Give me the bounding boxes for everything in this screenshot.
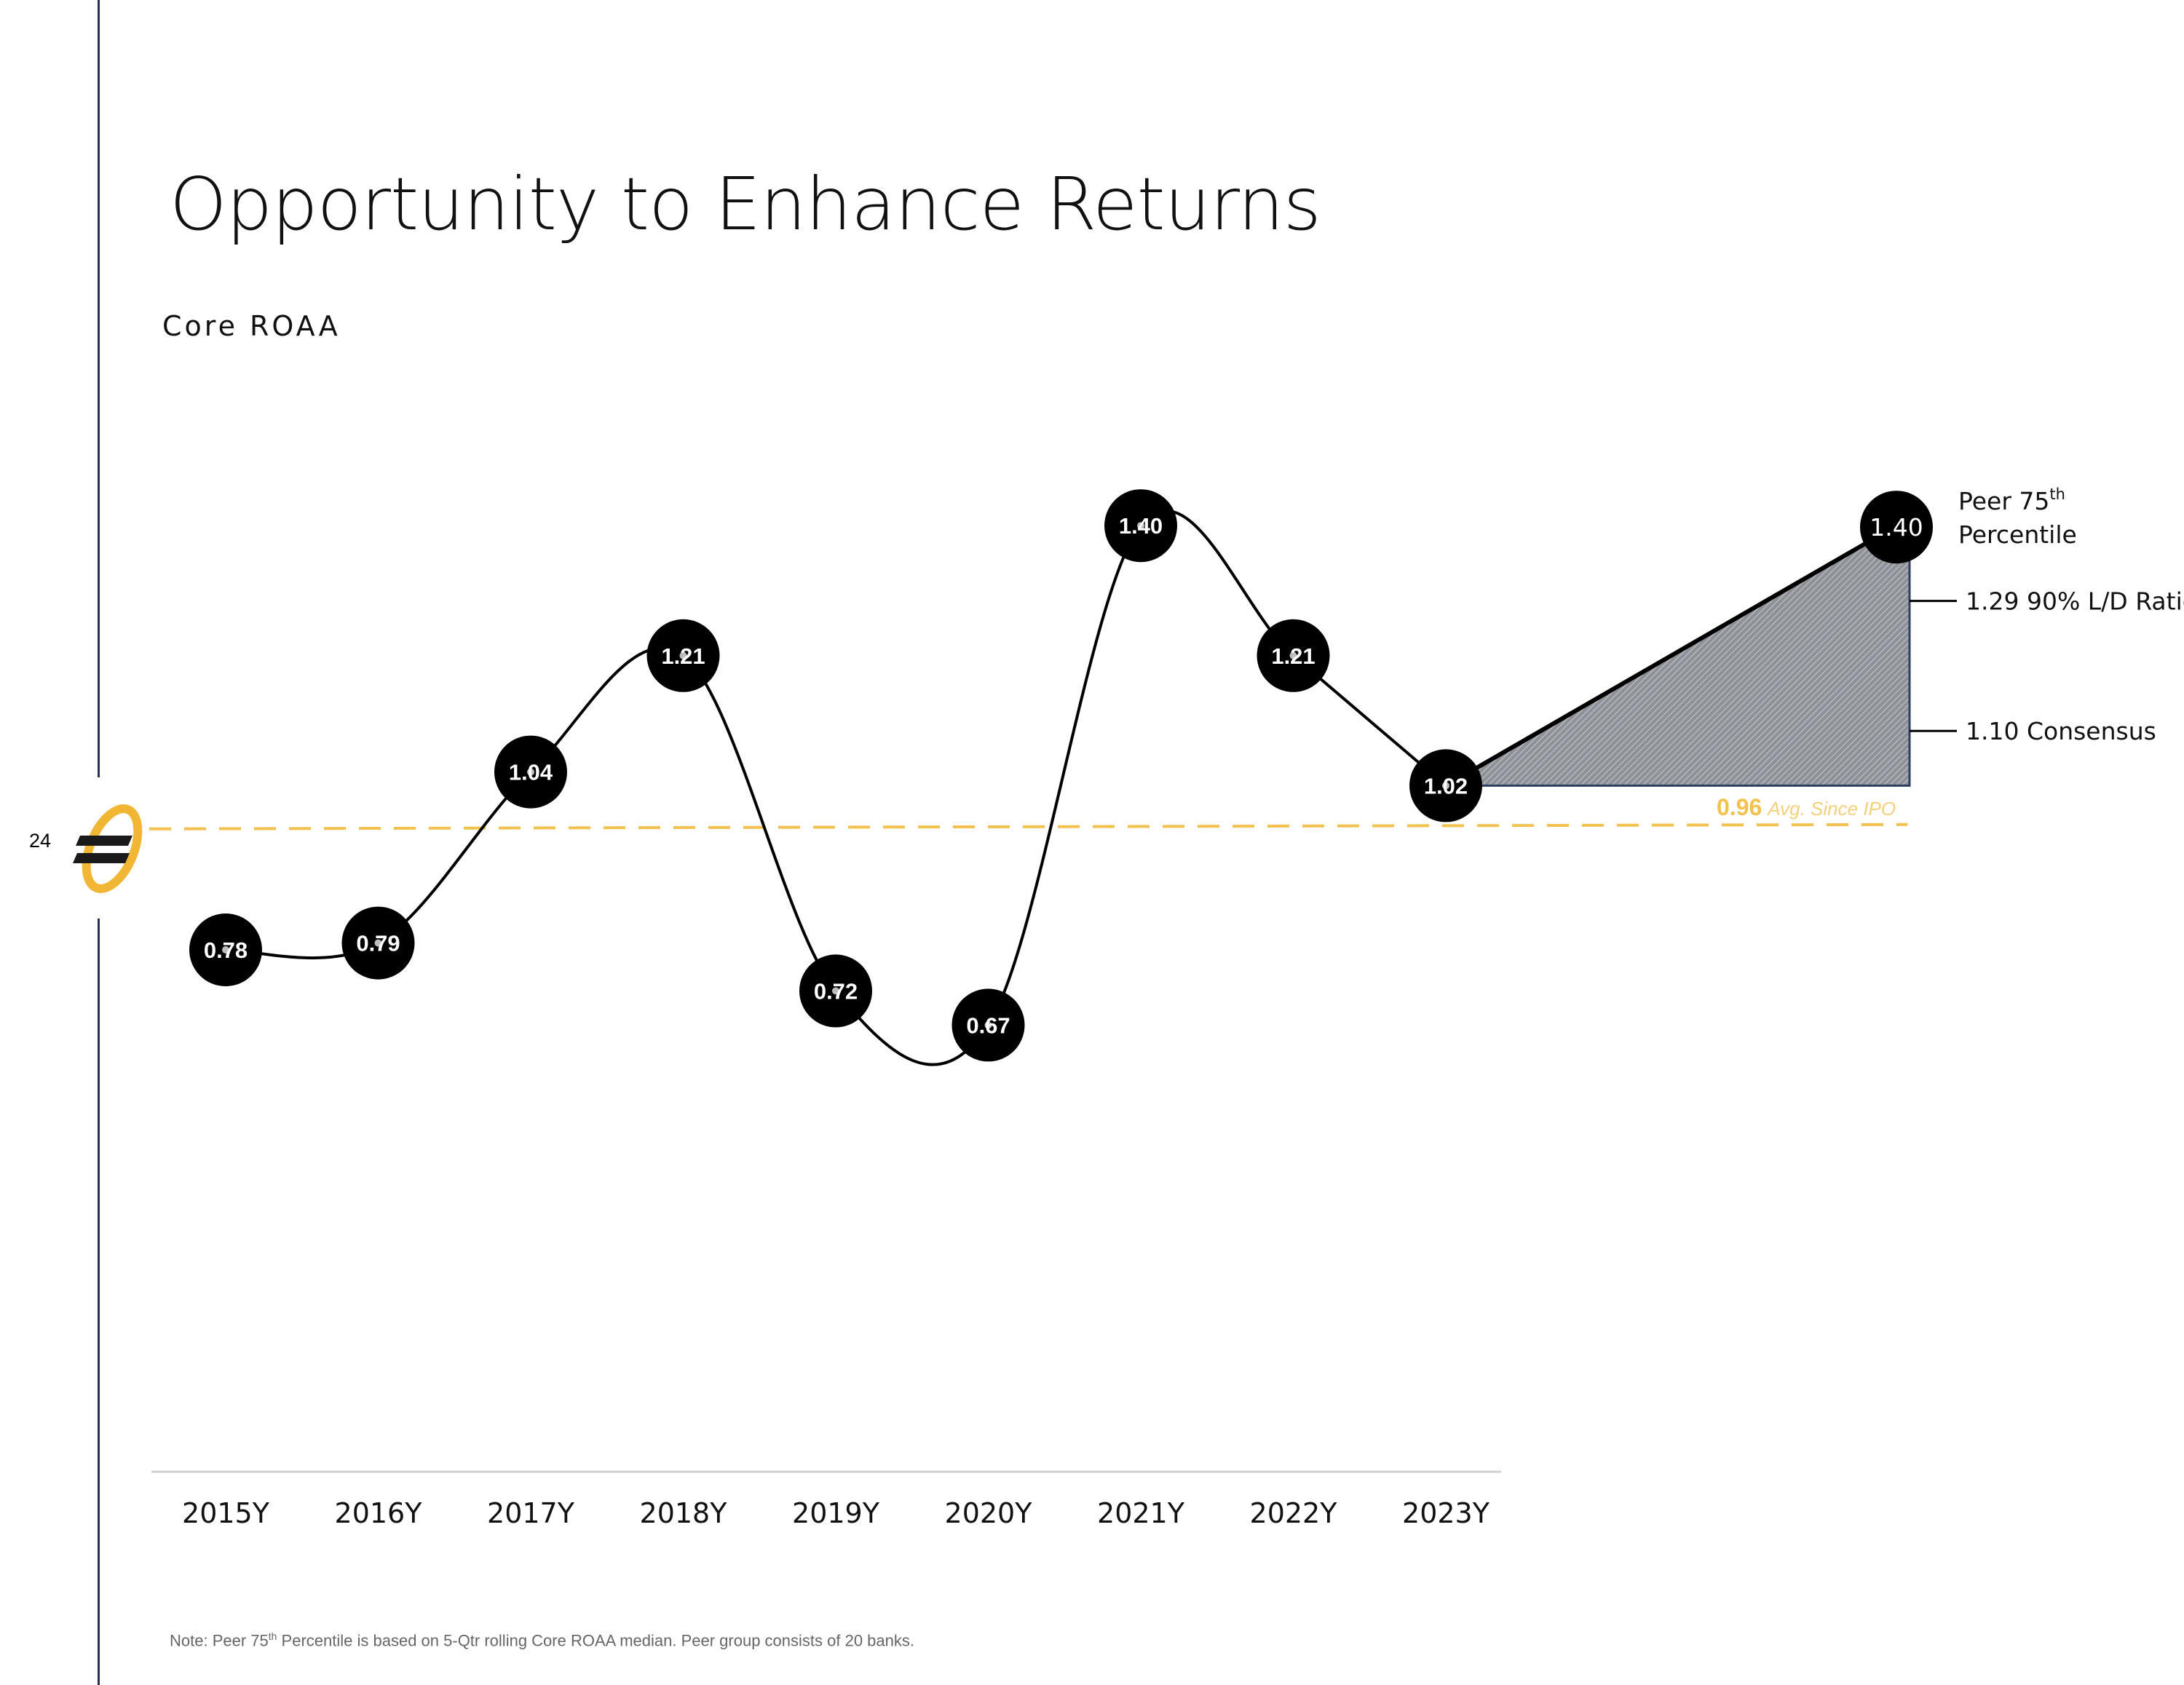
data-label-2015Y: 0.78 [204, 937, 248, 963]
x-tick-label-2019Y: 2019Y [792, 1497, 880, 1529]
page-title: Opportunity to Enhance Returns [170, 162, 1321, 247]
data-point-dot-2019Y [832, 987, 839, 995]
page-number: 24 [29, 830, 52, 852]
x-tick-label-2023Y: 2023Y [1402, 1497, 1490, 1529]
target-marker-label: 1.40 [1870, 513, 1923, 542]
footnote-text-before: Note: Peer 75 [170, 1631, 269, 1650]
data-point-dot-2018Y [679, 651, 687, 659]
x-tick-label-2022Y: 2022Y [1250, 1497, 1338, 1529]
data-label-2016Y: 0.79 [356, 931, 400, 956]
average-reference-line [149, 822, 1908, 830]
data-point-dot-2020Y [984, 1021, 992, 1029]
average-value: 0.96 [1717, 794, 1762, 820]
data-point-dot-2021Y [1137, 522, 1144, 530]
peer-label-line2: Percentile [1958, 520, 2077, 549]
data-point-dot-2023Y [1442, 782, 1449, 790]
data-point-dot-2022Y [1289, 651, 1297, 659]
footnote: Note: Peer 75th Percentile is based on 5… [170, 1630, 914, 1650]
average-caption: Avg. Since IPO [1766, 798, 1896, 820]
x-tick-label-2015Y: 2015Y [182, 1497, 270, 1529]
peer-label-superscript: th [2049, 485, 2065, 503]
side-rule-bottom [98, 919, 100, 1685]
series-line [225, 510, 1447, 1066]
footnote-text-after: Percentile is based on 5-Qtr rolling Cor… [277, 1631, 914, 1650]
x-tick-label-2020Y: 2020Y [945, 1497, 1033, 1529]
peer-label-main: Peer 75 [1958, 487, 2049, 515]
target-hypotenuse [1444, 523, 1898, 788]
target-tick-label-1: 1.10 Consensus [1966, 717, 2156, 745]
side-rule-top [98, 0, 100, 777]
data-label-2023Y: 1.02 [1424, 773, 1468, 798]
logo-bar-top [76, 836, 132, 846]
company-logo-icon [73, 804, 143, 893]
data-label-2020Y: 0.67 [966, 1012, 1010, 1038]
data-point-dot-2017Y [527, 768, 534, 776]
target-marker [1860, 491, 1933, 564]
target-tick-label-0: 1.29 90% L/D Ratio [1966, 587, 2184, 616]
x-tick-label-2017Y: 2017Y [487, 1497, 575, 1529]
x-tick-label-2021Y: 2021Y [1097, 1497, 1185, 1529]
footnote-superscript: th [268, 1630, 277, 1642]
peer-percentile-label: Peer 75th Percentile [1958, 485, 2077, 549]
data-point-dot-2016Y [374, 939, 382, 947]
x-tick-label-2018Y: 2018Y [640, 1497, 728, 1529]
x-tick-label-2016Y: 2016Y [335, 1497, 423, 1529]
data-label-2018Y: 1.21 [661, 643, 705, 669]
data-label-2019Y: 0.72 [814, 978, 858, 1004]
data-label-2017Y: 1.04 [509, 760, 553, 785]
data-label-2021Y: 1.40 [1119, 513, 1163, 539]
average-label: 0.96 Avg. Since IPO [1717, 794, 1896, 820]
chart-subtitle: Core ROAA [162, 310, 341, 342]
logo-bar-bottom [73, 853, 130, 863]
data-point-dot-2015Y [222, 946, 229, 953]
data-label-2022Y: 1.21 [1271, 643, 1315, 669]
